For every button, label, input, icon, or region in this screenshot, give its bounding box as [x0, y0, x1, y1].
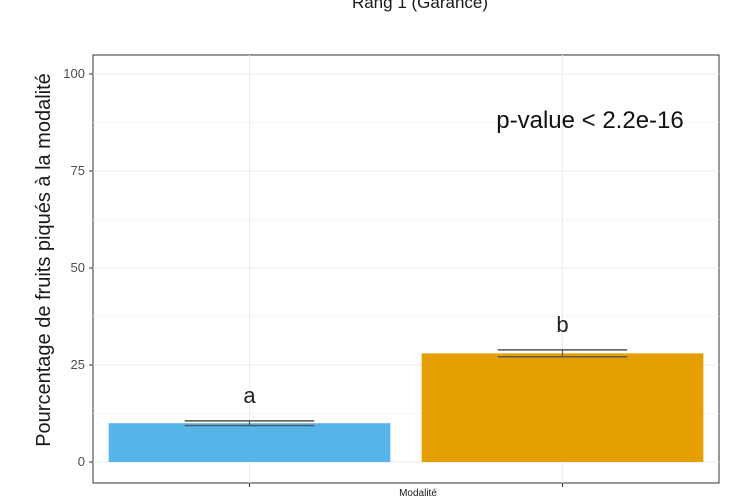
bar [421, 353, 704, 462]
y-tick-label: 100 [63, 66, 85, 81]
bar [108, 423, 391, 462]
chart-title: Rang 1 (Garance) [352, 0, 488, 12]
y-tick-label: 25 [71, 357, 85, 372]
y-axis: 0 25 50 75 100 [63, 66, 563, 487]
significance-letter: a [243, 383, 256, 408]
y-tick-label: 50 [71, 260, 85, 275]
x-axis-label: Modalité [399, 488, 437, 499]
bars: ab [108, 312, 704, 462]
significance-letter: b [556, 312, 568, 337]
p-value-annotation: p-value < 2.2e-16 [496, 107, 683, 134]
y-axis-label: Pourcentage de fruits piqués à la modali… [33, 73, 55, 447]
y-tick-label: 75 [71, 163, 85, 178]
y-tick-label: 0 [78, 454, 85, 469]
